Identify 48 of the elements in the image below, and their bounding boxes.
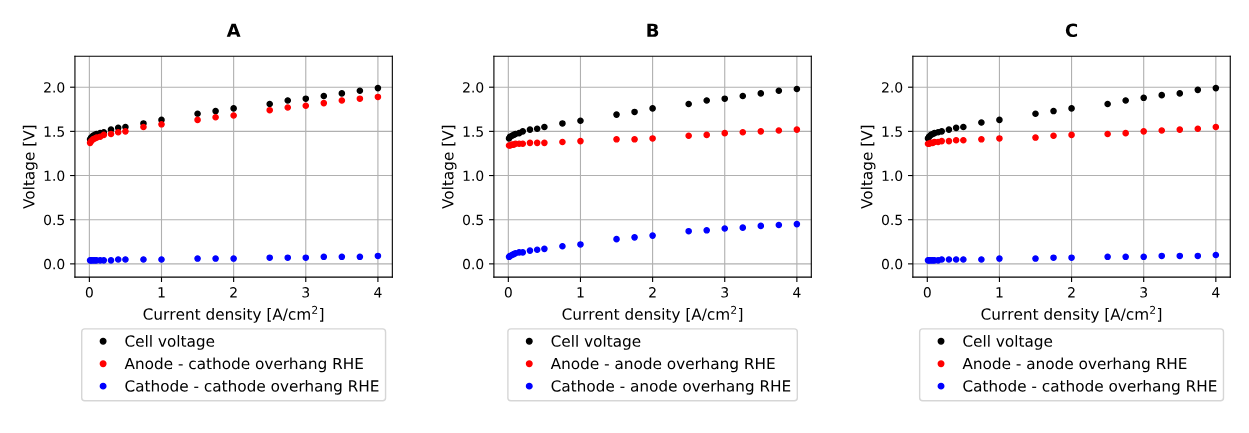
- y-tick-label: 1.5: [44, 126, 65, 137]
- legend-label: Cathode - anode overhang RHE: [551, 379, 791, 395]
- x-tick-label: 4: [1212, 287, 1220, 298]
- legend-label: Anode - anode overhang RHE: [962, 357, 1187, 373]
- x-tick-label: 2: [649, 287, 656, 298]
- chart-title: C: [1065, 23, 1078, 38]
- chart-title: B: [647, 23, 659, 37]
- legend-label: Cell voltage: [125, 335, 215, 350]
- y-tick-label: 0.5: [881, 214, 902, 226]
- x-tick-label: 0: [923, 287, 931, 298]
- y-tick-label: 1.0: [463, 170, 484, 182]
- legend-label: Cell voltage: [551, 335, 641, 350]
- x-tick-label: 4: [374, 287, 382, 298]
- chart-title: A: [226, 23, 241, 37]
- y-axis-title: Voltage [V]: [860, 125, 876, 209]
- x-axis-title: Current density [A/cm$^{2}$]: [562, 305, 743, 323]
- x-axis-title: Current density [A/cm$^{2}$]: [981, 305, 1162, 323]
- y-tick-label: 2.0: [463, 82, 484, 93]
- y-tick-label: 2.0: [44, 82, 65, 93]
- legend-label: Cathode - cathode overhang RHE: [963, 379, 1217, 395]
- y-tick-label: 1.5: [882, 126, 902, 137]
- x-tick-label: 1: [577, 287, 584, 298]
- x-tick-label: 3: [721, 287, 729, 298]
- x-tick-label: 3: [302, 287, 310, 298]
- y-tick-label: 1.5: [463, 126, 483, 137]
- y-axis-title: Voltage [V]: [441, 125, 457, 209]
- x-axis-title: Current density [A/cm$^{2}$]: [143, 305, 324, 323]
- y-tick-label: 1.0: [44, 170, 65, 182]
- y-tick-label: 0.5: [463, 214, 483, 226]
- y-tick-label: 2.0: [882, 82, 903, 93]
- x-tick-label: 1: [996, 287, 1003, 298]
- y-axis-title: Voltage [V]: [22, 125, 38, 209]
- x-tick-label: 0: [504, 287, 512, 298]
- x-tick-label: 2: [230, 287, 237, 298]
- x-tick-label: 2: [1068, 287, 1075, 298]
- legend-label: Cathode - cathode overhang RHE: [125, 379, 379, 395]
- legend-label: Cell voltage: [963, 335, 1053, 350]
- y-tick-label: 1.0: [882, 170, 903, 182]
- legend-label: Anode - anode overhang RHE: [550, 357, 775, 373]
- y-tick-label: 0.0: [44, 258, 65, 270]
- y-tick-label: 0.0: [881, 258, 903, 270]
- y-tick-label: 0.0: [463, 258, 484, 270]
- y-tick-label: 0.5: [44, 214, 65, 226]
- legend-label: Anode - cathode overhang RHE: [124, 357, 363, 373]
- x-tick-label: 4: [793, 287, 801, 298]
- x-tick-label: 0: [85, 287, 93, 298]
- x-tick-label: 3: [1140, 287, 1148, 298]
- x-tick-label: 1: [158, 287, 165, 298]
